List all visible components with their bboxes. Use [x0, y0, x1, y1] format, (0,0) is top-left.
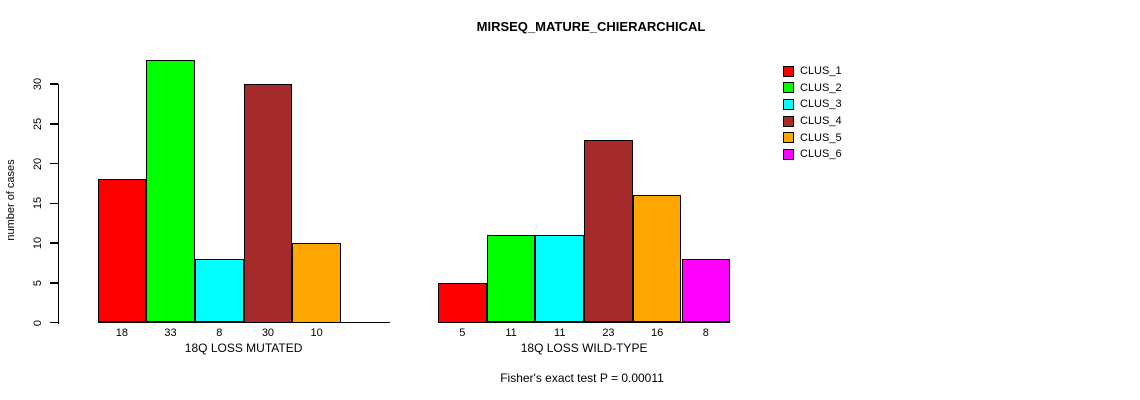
- legend-item: CLUS_6: [783, 146, 842, 163]
- y-axis-label: number of cases: [5, 159, 17, 241]
- legend-label: CLUS_1: [800, 65, 842, 78]
- bar-clus_2: [486, 235, 536, 323]
- y-axis-tick: [49, 321, 58, 324]
- bar-value-label: 33: [164, 327, 177, 339]
- y-axis-tick-label: 5: [32, 279, 44, 286]
- legend-label: CLUS_6: [800, 148, 842, 161]
- legend-label: CLUS_4: [800, 115, 842, 128]
- bar-clus_4: [243, 84, 293, 323]
- bar-value-label: 30: [261, 327, 275, 339]
- legend-swatch: [783, 132, 794, 144]
- bar-value-label: 11: [554, 327, 566, 339]
- bar-value-label: 16: [651, 327, 664, 339]
- y-axis-tick: [49, 83, 58, 85]
- y-axis-tick: [49, 123, 58, 125]
- legend-swatch: [783, 98, 794, 110]
- bar-value-label: 8: [216, 327, 223, 339]
- legend-item: CLUS_3: [783, 96, 842, 113]
- y-axis-tick-label: 15: [32, 197, 44, 210]
- bar-clus_6: [681, 258, 731, 323]
- legend-item: CLUS_2: [783, 80, 842, 97]
- legend-swatch: [783, 65, 794, 77]
- legend-item: CLUS_5: [783, 129, 842, 146]
- legend-item: CLUS_4: [783, 113, 842, 130]
- legend-label: CLUS_2: [800, 81, 842, 94]
- bar-clus_5: [292, 243, 341, 323]
- legend-swatch: [783, 82, 794, 94]
- bar-value-label: 18: [115, 327, 128, 339]
- bar-value-label: 10: [310, 327, 323, 339]
- y-axis-tick-label: 0: [32, 319, 44, 326]
- legend-swatch: [783, 115, 794, 127]
- bar-value-label: 11: [505, 327, 517, 339]
- bar-clus_4: [584, 139, 633, 323]
- legend-label: CLUS_3: [800, 98, 842, 111]
- legend: CLUS_1 CLUS_2 CLUS_3 CLUS_4 CLUS_5 CLUS_6: [783, 63, 842, 163]
- bar-clus_2: [146, 60, 195, 323]
- legend-label: CLUS_5: [800, 131, 842, 144]
- legend-item: CLUS_1: [783, 63, 842, 80]
- bar-clus_1: [97, 179, 147, 323]
- bar-value-label: 5: [459, 327, 466, 339]
- bar-clus_1: [438, 282, 487, 323]
- group-baseline: [97, 321, 390, 324]
- bar-value-label: 8: [702, 327, 709, 339]
- y-axis-line: [57, 84, 59, 324]
- y-axis-tick: [49, 202, 58, 204]
- y-axis-tick-label: 25: [32, 117, 44, 130]
- y-axis-tick-label: 20: [32, 157, 44, 170]
- y-axis-tick-label: 10: [32, 236, 44, 250]
- bar-clus_5: [632, 195, 682, 323]
- annotation-text: Fisher's exact test P = 0.00011: [500, 371, 664, 385]
- bar-clus_3: [535, 235, 585, 323]
- y-axis-tick-label: 30: [32, 77, 44, 91]
- chart-title: MIRSEQ_MATURE_CHIERARCHICAL: [476, 19, 706, 34]
- group-axis-label: 18Q LOSS MUTATED: [184, 341, 303, 355]
- y-axis-tick: [49, 162, 58, 165]
- bar-clus_3: [194, 258, 244, 323]
- bar-value-label: 23: [602, 327, 615, 339]
- legend-swatch: [783, 148, 794, 160]
- y-axis-tick: [49, 242, 58, 244]
- y-axis-tick: [49, 282, 58, 284]
- group-axis-label: 18Q LOSS WILD-TYPE: [520, 341, 648, 355]
- group-baseline: [438, 321, 731, 324]
